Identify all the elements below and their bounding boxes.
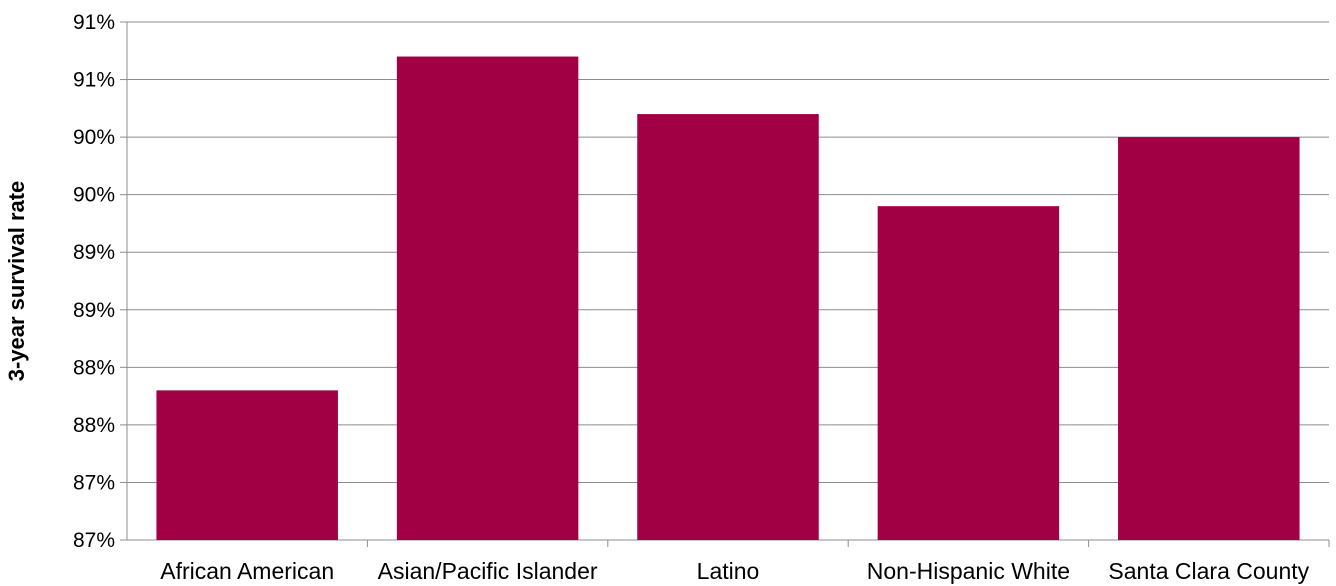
y-axis-title: 3-year survival rate xyxy=(4,181,29,382)
x-category-label: Non-Hispanic White xyxy=(867,558,1070,584)
x-axis-category-labels: African American Asian/Pacific Islander La… xyxy=(160,558,1309,584)
bar-non-hispanic-white xyxy=(877,206,1060,540)
y-tick-label: 90% xyxy=(73,184,115,207)
y-tick-label: 91% xyxy=(73,69,115,92)
y-axis-tick-labels: 87% 87% 88% 88% 89% 89% 90% 90% 91% 91% xyxy=(73,11,115,552)
x-category-label: Santa Clara County xyxy=(1108,558,1309,584)
bar-asian-pacific-islander xyxy=(396,56,579,541)
x-category-label: Latino xyxy=(697,558,760,584)
y-tick-label: 87% xyxy=(73,529,115,552)
y-tick-label: 88% xyxy=(73,414,115,437)
y-tick-label: 89% xyxy=(73,241,115,264)
bar-african-american xyxy=(156,390,338,540)
x-category-label: Asian/Pacific Islander xyxy=(378,558,598,584)
y-tick-label: 87% xyxy=(73,471,115,494)
x-category-label: African American xyxy=(160,558,334,584)
y-tick-label: 88% xyxy=(73,356,115,379)
bar-latino xyxy=(637,114,819,540)
bar-santa-clara-county xyxy=(1118,137,1300,540)
bars xyxy=(156,56,1300,541)
y-tick-label: 89% xyxy=(73,299,115,322)
y-tick-label: 91% xyxy=(73,11,115,34)
y-tick-label: 90% xyxy=(73,126,115,149)
